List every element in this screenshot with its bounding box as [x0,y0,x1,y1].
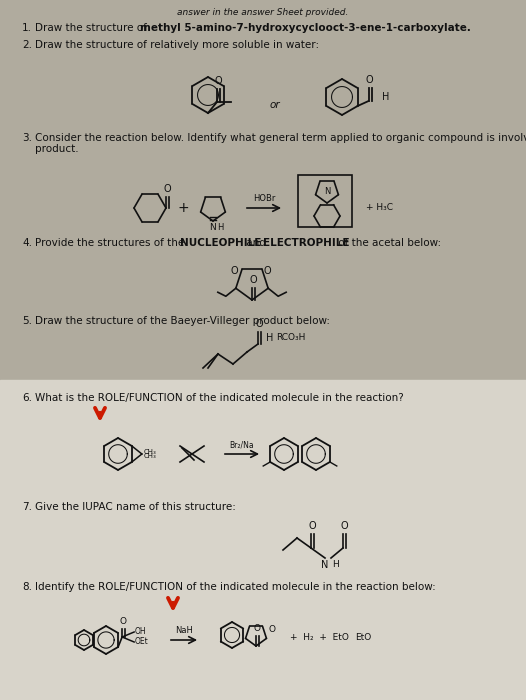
Text: CH₃: CH₃ [144,449,157,455]
Text: O: O [254,624,260,633]
Text: O: O [249,275,257,285]
Text: N: N [321,560,329,570]
Text: H: H [332,560,339,569]
Text: NaH: NaH [175,626,193,635]
Text: HOBr: HOBr [253,194,275,203]
Text: O: O [308,521,316,531]
Text: O: O [340,521,348,531]
Text: Br₂/Na: Br₂/Na [230,440,254,449]
Text: O: O [119,617,127,626]
Text: Draw the structure of relatively more soluble in water:: Draw the structure of relatively more so… [35,40,319,50]
Bar [298,175,352,227]
Text: methyl 5-amino-7-hydroxycyclooct-3-ene-1-carboxylate.: methyl 5-amino-7-hydroxycyclooct-3-ene-1… [140,23,471,33]
Text: 2.: 2. [22,40,32,50]
Text: RCO₃H: RCO₃H [276,333,306,342]
Bar [0,0,526,380]
Text: O: O [264,266,271,276]
Text: What is the ROLE/FUNCTION of the indicated molecule in the reaction?: What is the ROLE/FUNCTION of the indicat… [35,393,404,403]
Text: CH₃: CH₃ [144,453,157,459]
Text: EtO: EtO [355,633,371,641]
Text: Provide the structures of the: Provide the structures of the [35,238,187,248]
Text: O: O [163,184,171,194]
Text: N: N [324,186,330,195]
Text: Consider the reaction below. Identify what general term applied to organic compo: Consider the reaction below. Identify wh… [35,133,526,143]
Text: Give the IUPAC name of this structure:: Give the IUPAC name of this structure: [35,502,236,512]
Text: +  H₂  +  EtO: + H₂ + EtO [290,633,349,641]
Text: 5.: 5. [22,316,32,326]
Text: answer in the answer Sheet provided.: answer in the answer Sheet provided. [177,8,349,17]
Text: 7.: 7. [22,502,32,512]
Text: Identify the ROLE/FUNCTION of the indicated molecule in the reaction below:: Identify the ROLE/FUNCTION of the indica… [35,582,436,592]
Text: H: H [266,333,274,343]
Text: 1.: 1. [22,23,32,33]
Text: ELECTROPHILE: ELECTROPHILE [263,238,349,248]
Text: O: O [255,319,263,329]
Text: of the acetal below:: of the acetal below: [335,238,441,248]
Text: N: N [210,223,216,232]
Text: Draw the structure of: Draw the structure of [35,23,150,33]
Text: O: O [366,75,373,85]
Text: +: + [177,201,189,215]
Text: + H₃C: + H₃C [366,204,393,213]
Text: H: H [381,92,389,102]
Text: 6.: 6. [22,393,32,403]
Text: OEt: OEt [135,638,149,647]
Text: OH: OH [135,627,147,636]
Text: 8.: 8. [22,582,32,592]
Text: H: H [217,223,224,232]
Bar [0,380,526,700]
Text: O: O [214,76,222,86]
Text: O: O [269,625,276,634]
Text: 4.: 4. [22,238,32,248]
Text: product.: product. [35,144,78,154]
Text: and: and [243,238,269,248]
Text: or: or [270,100,280,110]
Text: O: O [230,266,238,276]
Text: 3.: 3. [22,133,32,143]
Text: Draw the structure of the Baeyer-Villeger product below:: Draw the structure of the Baeyer-Villege… [35,316,330,326]
Text: NUCLEOPHILE: NUCLEOPHILE [180,238,261,248]
